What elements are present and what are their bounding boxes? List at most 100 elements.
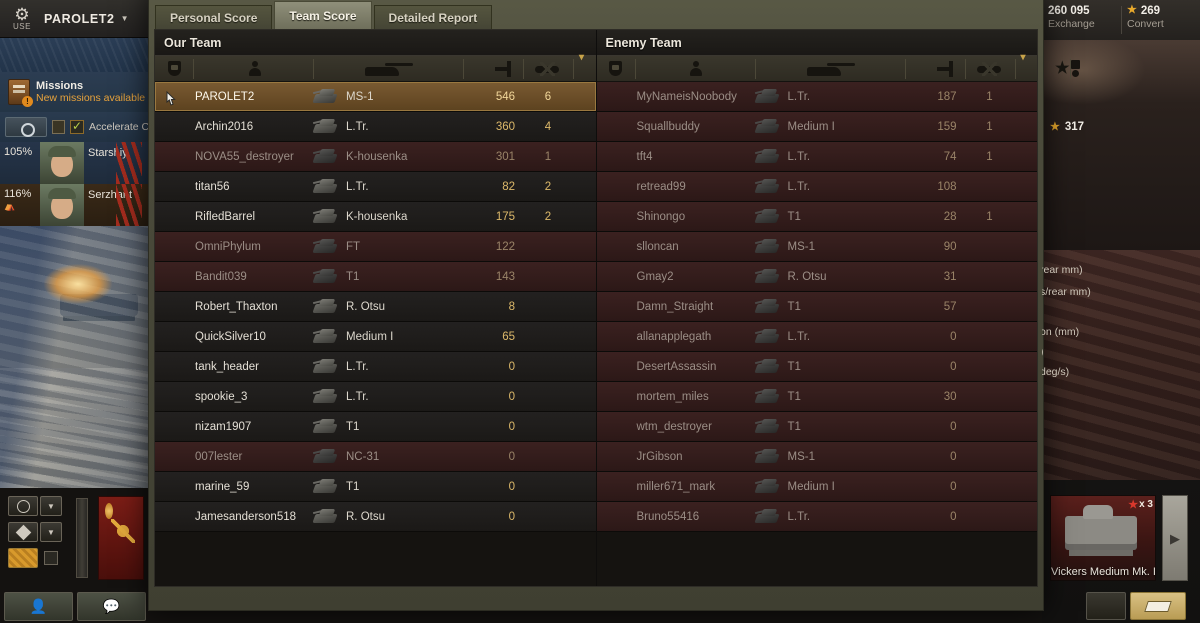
accelerate-crew-row[interactable]: Accelerate Crew [0, 112, 150, 142]
column-header-achievements[interactable] [1069, 56, 1081, 82]
column-header-damage[interactable] [904, 56, 965, 82]
table-row[interactable]: OmniPhylumFT122227☆ [155, 232, 596, 262]
table-row[interactable]: wtm_destroyerT1022☆ [596, 412, 1037, 442]
row-player-name[interactable]: Bandit039 [195, 270, 247, 283]
account-name-dropdown[interactable]: PAROLET2 ▼ [44, 12, 129, 26]
table-row[interactable]: ShinongoT128180☆ [596, 202, 1037, 232]
ussr-flag-card[interactable] [98, 496, 144, 580]
row-player-name[interactable]: Squallbuddy [636, 120, 700, 133]
nation-filter-button[interactable] [8, 496, 38, 516]
tab-personal-score[interactable]: Personal Score [155, 5, 273, 29]
missions-widget[interactable]: Missions New missions available [0, 72, 150, 112]
vehicle-carousel-card[interactable]: ★ x 3 Vickers Medium Mk. I [1050, 495, 1156, 581]
close-icon[interactable]: ✕ [1019, 0, 1039, 5]
row-player-name[interactable]: Robert_Thaxton [195, 300, 278, 313]
row-player-name[interactable]: nizam1907 [195, 420, 252, 433]
row-player-name[interactable]: retread99 [636, 180, 686, 193]
settings-button[interactable]: ⚙ USE [0, 6, 44, 31]
nation-filter-dropdown[interactable]: ▼ [40, 496, 62, 516]
type-filter-dropdown[interactable]: ▼ [40, 522, 62, 542]
row-player-name[interactable]: marine_59 [195, 480, 250, 493]
crew-member-row[interactable]: 116% ⛺ Serzhant [0, 184, 150, 226]
accelerate-checkbox[interactable] [70, 119, 84, 134]
column-header-damage[interactable] [463, 56, 523, 82]
row-player-name[interactable]: 007lester [195, 450, 243, 463]
crew-training-button[interactable] [5, 117, 47, 137]
row-player-name[interactable]: OmniPhylum [195, 240, 261, 253]
row-player-name[interactable]: Shinongo [636, 210, 686, 223]
table-row[interactable]: mortem_milesT13022☆ [596, 382, 1037, 412]
extra-filter-button[interactable] [44, 551, 58, 565]
accelerate-toggle-a[interactable] [52, 120, 65, 134]
row-player-name[interactable]: Jamesanderson518 [195, 510, 297, 523]
row-player-name[interactable]: MyNameisNoobody [636, 90, 737, 103]
row-player-name[interactable]: wtm_destroyer [636, 420, 712, 433]
chat-button[interactable]: 💬 [77, 592, 146, 621]
row-player-name[interactable]: PAROLET2 [195, 90, 255, 103]
row-player-name[interactable]: Damn_Straight [636, 300, 714, 313]
row-player-name[interactable]: allanapplegath [636, 330, 712, 343]
contacts-button[interactable]: 👤 [4, 592, 73, 621]
row-player-name[interactable]: slloncan [636, 240, 679, 253]
row-player-name[interactable]: RifledBarrel [195, 210, 256, 223]
credits-exchange-link[interactable]: Exchange [1048, 18, 1095, 31]
table-row[interactable]: Bandit039T1143220☆ [155, 262, 596, 292]
row-player-name[interactable]: tank_header [195, 360, 259, 373]
row-player-name[interactable]: Archin2016 [195, 120, 254, 133]
table-row[interactable]: Damn_StraightT15744☆ [596, 292, 1037, 322]
column-header-clan[interactable] [155, 56, 193, 82]
row-player-name[interactable]: miller671_mark [636, 480, 716, 493]
type-filter-button[interactable] [8, 522, 38, 542]
column-header-clan[interactable] [597, 56, 635, 82]
credits-widget[interactable]: 260 095 Exchange [1042, 0, 1121, 40]
table-row[interactable]: spookie_3L.Tr.0132☆ [155, 382, 596, 412]
row-player-name[interactable]: tft4 [636, 150, 653, 163]
tab-team-score[interactable]: Team Score [274, 1, 372, 29]
carousel-scrollbar[interactable] [76, 498, 88, 578]
row-player-name[interactable]: mortem_miles [636, 390, 709, 403]
column-header-player[interactable] [193, 56, 313, 82]
premium-filter-button[interactable] [8, 548, 38, 568]
free-xp-widget[interactable]: ★ 317 [1050, 120, 1084, 134]
gold-widget[interactable]: ★ 269 Convert [1121, 0, 1200, 40]
row-player-name[interactable]: DesertAssassin [636, 360, 717, 373]
row-player-name[interactable]: Gmay2 [636, 270, 674, 283]
carousel-next-button[interactable]: ▶ [1162, 495, 1188, 581]
column-header-vehicle[interactable] [754, 56, 905, 82]
battle-action-button[interactable] [1130, 592, 1186, 620]
tab-detailed-report[interactable]: Detailed Report [373, 5, 493, 29]
table-row[interactable]: marine_59T1097☆ [155, 472, 596, 502]
row-player-name[interactable]: spookie_3 [195, 390, 248, 403]
table-row[interactable]: nizam1907T10120☆ [155, 412, 596, 442]
column-header-kills[interactable] [964, 56, 1015, 82]
crew-member-row[interactable]: 105% Starshiy [0, 142, 150, 184]
table-row[interactable]: DesertAssassinT1028☆ [596, 352, 1037, 382]
row-player-name[interactable]: QuickSilver10 [195, 330, 266, 343]
gold-convert-link[interactable]: Convert [1127, 18, 1164, 31]
secondary-action-button[interactable] [1086, 592, 1126, 620]
column-header-kills[interactable] [523, 56, 573, 82]
row-player-name[interactable]: JrGibson [636, 450, 683, 463]
row-player-name[interactable]: NOVA55_destroyer [195, 150, 294, 163]
column-header-experience[interactable]: ▾ ★ [1014, 52, 1070, 82]
